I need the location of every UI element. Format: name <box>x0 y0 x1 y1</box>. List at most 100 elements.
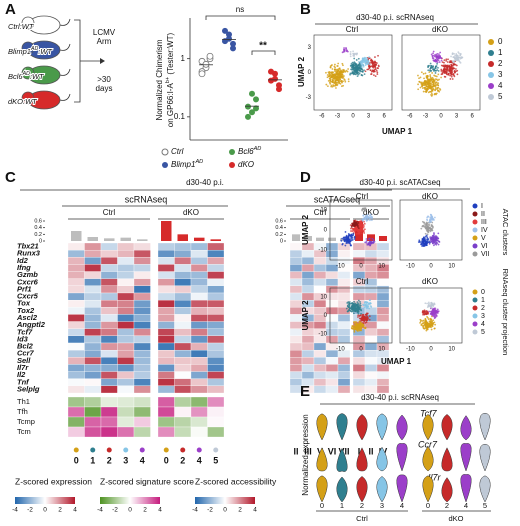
cell-dot <box>331 71 333 73</box>
cluster-label: 4 <box>140 455 145 465</box>
heat-cell <box>133 342 151 351</box>
heat-cell <box>133 357 151 365</box>
cell-dot <box>427 305 430 308</box>
cell-dot <box>450 55 452 58</box>
heat-cell <box>190 285 208 294</box>
group-label: Ctrl <box>346 25 359 34</box>
heat-cell <box>337 278 351 287</box>
heat-cell <box>364 285 378 294</box>
cell-dot <box>429 66 432 69</box>
cell-dot <box>433 92 436 95</box>
heat-cell <box>313 371 327 379</box>
gene-label: Prf1 <box>17 284 32 293</box>
cell-dot <box>368 318 371 321</box>
signature-cell <box>100 406 118 418</box>
legend-marker <box>488 94 494 100</box>
violin <box>460 415 472 441</box>
gene-name: Il7r <box>428 472 442 482</box>
heat-cell <box>337 335 351 344</box>
plot-frame <box>399 287 463 344</box>
text-part: on GP66:I-A <box>166 83 175 128</box>
color-bar <box>15 497 75 504</box>
heat-cell <box>207 378 225 387</box>
cell-dot <box>429 75 432 78</box>
cell-dot <box>426 225 429 228</box>
x-tick-label: 10 <box>448 347 455 353</box>
heat-cell <box>190 249 208 258</box>
heat-cell <box>313 321 327 329</box>
heat-cell <box>84 307 102 315</box>
cluster-label: VI <box>328 446 337 456</box>
text-part: Bcl6 <box>8 72 23 81</box>
gene-label: Ccr7 <box>17 349 35 358</box>
cluster-label: 4 <box>464 501 468 510</box>
heat-cell <box>157 271 175 279</box>
cell-dot <box>429 85 432 88</box>
point <box>272 75 278 82</box>
cell-dot <box>441 69 444 72</box>
cell-dot <box>453 56 456 58</box>
cell-dot <box>433 216 436 219</box>
heat-cell <box>67 249 85 258</box>
cell-dot <box>362 223 364 226</box>
cell-dot <box>358 229 361 232</box>
x-tick-label: -3 <box>423 114 429 120</box>
cell-dot <box>434 310 437 312</box>
cell-dot <box>349 55 352 58</box>
x-tick-label: 0 <box>429 264 433 270</box>
cell-dot <box>351 230 354 233</box>
bar <box>71 231 82 241</box>
cell-dot <box>438 61 441 63</box>
legend-label: I <box>481 203 483 210</box>
cell-dot <box>429 87 432 89</box>
heat-cell <box>117 335 135 344</box>
cell-dot <box>433 60 436 63</box>
heat-cell <box>313 264 327 272</box>
cell-dot <box>325 71 327 74</box>
cell-dot <box>345 47 347 49</box>
legend-label: 0 <box>498 37 503 46</box>
cell-dot <box>363 232 366 234</box>
signature-cell <box>133 406 151 418</box>
cluster-dot <box>73 447 79 453</box>
violin <box>479 443 491 472</box>
cell-dot <box>335 81 337 84</box>
heat-cell <box>100 292 118 301</box>
heat-cell <box>301 285 315 294</box>
cluster-label: 5 <box>483 501 487 510</box>
cell-dot <box>425 313 428 316</box>
mouse-label: Bcl6AD:WT <box>8 71 45 81</box>
heat-cell <box>313 364 327 372</box>
heat-cell <box>207 278 225 287</box>
legend-marker <box>488 39 494 45</box>
cell-dot <box>452 61 455 63</box>
legend-tick: 4 <box>158 507 162 514</box>
heat-cell <box>117 299 135 308</box>
heat-cell <box>364 249 378 258</box>
heat-cell <box>325 385 339 394</box>
heat-cell <box>325 371 339 379</box>
cell-dot <box>325 83 328 86</box>
cell-dot <box>347 242 350 244</box>
heat-cell <box>207 257 225 265</box>
cell-dot <box>427 318 430 321</box>
cell-dot <box>431 57 434 60</box>
cell-dot <box>426 316 429 319</box>
cell-dot <box>366 318 369 321</box>
cell-dot <box>452 72 455 75</box>
cell-dot <box>329 79 332 82</box>
heat-cell <box>117 249 135 258</box>
legend-label: VII <box>481 251 490 258</box>
cell-dot <box>435 311 438 313</box>
cell-dot <box>367 302 370 305</box>
cell-dot <box>352 325 355 328</box>
cell-dot <box>433 232 435 234</box>
heat-cell <box>67 385 85 394</box>
heat-cell <box>337 321 351 329</box>
cell-dot <box>436 62 438 65</box>
legend-label: 2 <box>498 59 503 68</box>
gene-label: Ascl2 <box>16 313 38 322</box>
heat-cell <box>117 307 135 315</box>
cell-dot <box>436 308 439 311</box>
cell-dot <box>432 52 434 55</box>
